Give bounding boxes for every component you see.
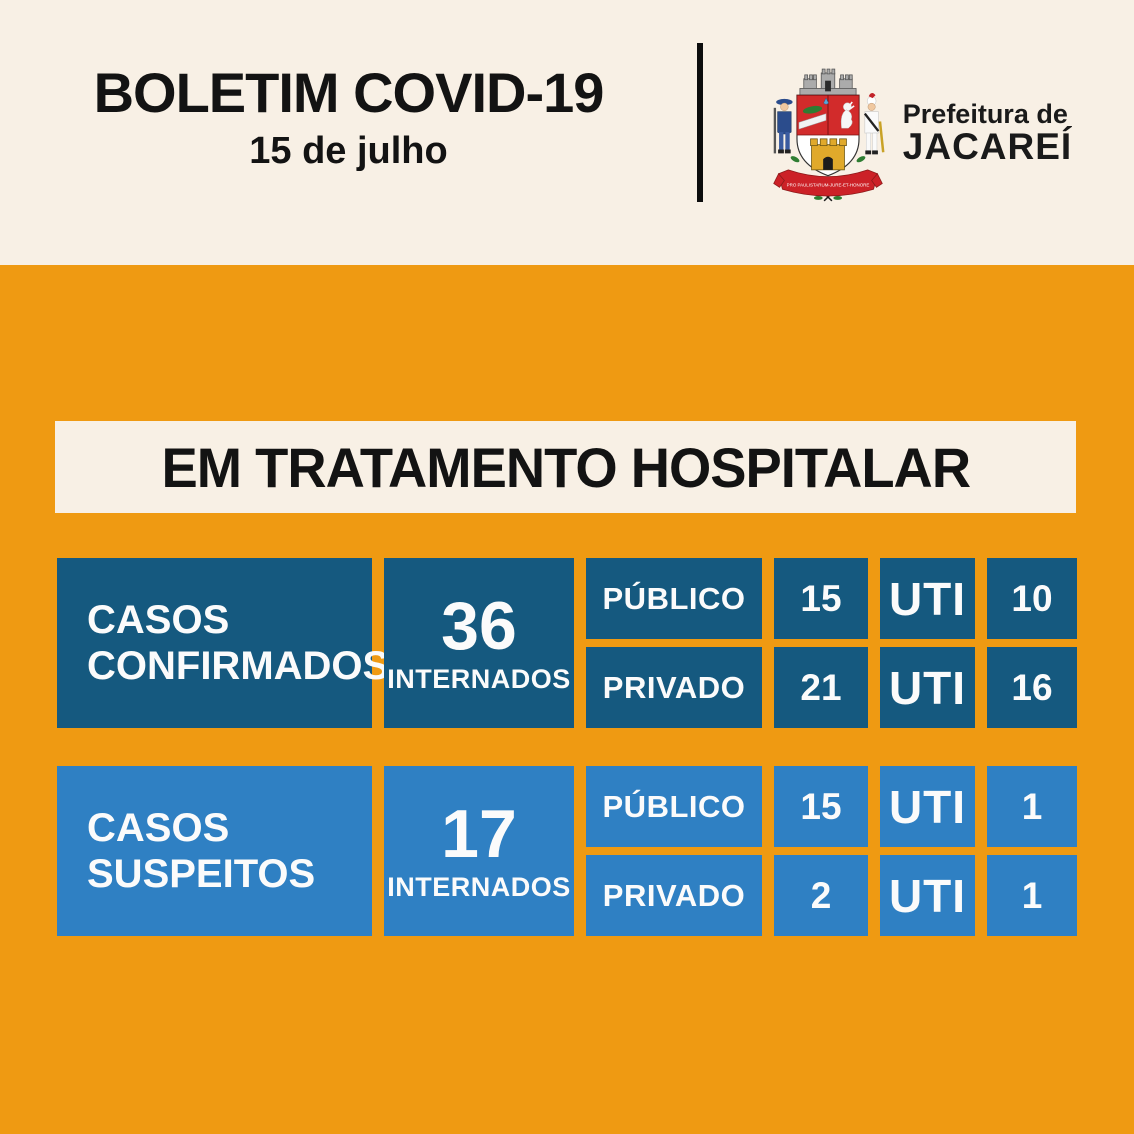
suspected-cases-section: CASOS SUSPEITOS 17 INTERNADOS PÚBLICO 15… bbox=[57, 766, 1134, 936]
confirmed-public-uti-label: UTI bbox=[880, 558, 975, 639]
suspected-public-uti-count: 1 bbox=[987, 766, 1077, 847]
prefecture-name-line1: Prefeitura de bbox=[902, 98, 1068, 129]
confirmed-label-line1: CASOS bbox=[87, 598, 230, 642]
bulletin-title: BOLETIM COVID-19 bbox=[93, 61, 605, 124]
confirmed-private-uti-count: 16 bbox=[987, 647, 1077, 728]
suspected-total-number: 17 bbox=[441, 795, 517, 872]
coat-of-arms-motto: PRO PAULISTARUM-JURE-ET-HONORE bbox=[786, 182, 869, 187]
suspected-public-uti-label: UTI bbox=[880, 766, 975, 847]
confirmed-label-line2: CONFIRMADOS bbox=[87, 644, 390, 688]
suspected-private-count: 2 bbox=[774, 855, 868, 936]
suspected-private-uti-count: 1 bbox=[987, 855, 1077, 936]
suspected-total-card: 17 INTERNADOS bbox=[384, 766, 574, 936]
confirmed-total-label: INTERNADOS bbox=[387, 663, 571, 694]
jacarei-coat-of-arms-icon: PRO PAULISTARUM-JURE-ET-HONORE bbox=[773, 68, 885, 201]
suspected-total-label: INTERNADOS bbox=[387, 871, 571, 902]
prefecture-name-line2: JACAREÍ bbox=[902, 126, 1073, 168]
suspected-cases-label-card: CASOS SUSPEITOS bbox=[57, 766, 372, 936]
suspected-public-label: PÚBLICO bbox=[586, 766, 762, 847]
confirmed-private-label: PRIVADO bbox=[586, 647, 762, 728]
confirmed-cases-label-card: CASOS CONFIRMADOS bbox=[57, 558, 389, 728]
header: BOLETIM COVID-19 15 de julho bbox=[0, 0, 1134, 265]
hospital-treatment-banner-title: EM TRATAMENTO HOSPITALAR bbox=[161, 435, 971, 499]
confirmed-public-count: 15 bbox=[774, 558, 868, 639]
header-logo-block: PRO PAULISTARUM-JURE-ET-HONORE Prefeitur… bbox=[703, 0, 1134, 265]
confirmed-total-card: 36 INTERNADOS bbox=[384, 558, 574, 728]
confirmed-total-number: 36 bbox=[441, 587, 517, 664]
confirmed-cases-section: CASOS CONFIRMADOS 36 INTERNADOS PÚBLICO … bbox=[57, 558, 1134, 728]
header-divider bbox=[697, 43, 703, 202]
prefecture-name: Prefeitura de JACAREÍ bbox=[903, 100, 1072, 167]
suspected-private-label: PRIVADO bbox=[586, 855, 762, 936]
suspected-label-line1: CASOS bbox=[87, 806, 230, 850]
suspected-label-line2: SUSPEITOS bbox=[87, 852, 316, 896]
confirmed-public-uti-count: 10 bbox=[987, 558, 1077, 639]
suspected-private-uti-label: UTI bbox=[880, 855, 975, 936]
hospital-treatment-banner: EM TRATAMENTO HOSPITALAR bbox=[55, 421, 1076, 513]
confirmed-private-count: 21 bbox=[774, 647, 868, 728]
bulletin-date: 15 de julho bbox=[249, 129, 448, 172]
suspected-public-count: 15 bbox=[774, 766, 868, 847]
confirmed-private-uti-label: UTI bbox=[880, 647, 975, 728]
header-title-block: BOLETIM COVID-19 15 de julho bbox=[0, 0, 697, 265]
confirmed-public-label: PÚBLICO bbox=[586, 558, 762, 639]
